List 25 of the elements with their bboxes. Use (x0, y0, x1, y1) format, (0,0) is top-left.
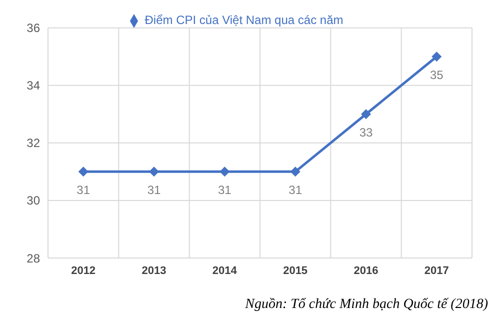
point (220, 166, 230, 177)
data-label: 35 (430, 68, 444, 82)
x-tick-label: 2014 (212, 264, 238, 277)
point (361, 109, 371, 120)
x-tick-label: 2016 (354, 264, 378, 277)
point (290, 166, 300, 177)
point (432, 52, 442, 62)
y-tick-label: 28 (26, 251, 40, 266)
y-tick-label: 36 (26, 21, 40, 36)
x-tick-label: 2012 (71, 264, 96, 277)
x-tick-label: 2013 (142, 264, 166, 277)
data-label: 31 (147, 183, 161, 198)
y-tick-label: 34 (26, 78, 40, 93)
text: Nguồn: Tổ chức Minh bạch Quốc tế (2018) (244, 297, 489, 313)
data-label: 31 (76, 183, 90, 198)
data-label: 31 (288, 183, 302, 198)
data-label: 31 (218, 183, 232, 198)
point (149, 166, 159, 177)
y-tick-label: 30 (26, 194, 40, 208)
point (78, 166, 88, 177)
legend-label: Điểm CPI của Việt Nam qua các năm (144, 13, 344, 27)
data-label: 33 (359, 126, 373, 140)
x-tick-label: 2017 (424, 264, 449, 277)
y-tick-label: 32 (26, 136, 40, 150)
x-tick-label: 2015 (283, 264, 308, 277)
